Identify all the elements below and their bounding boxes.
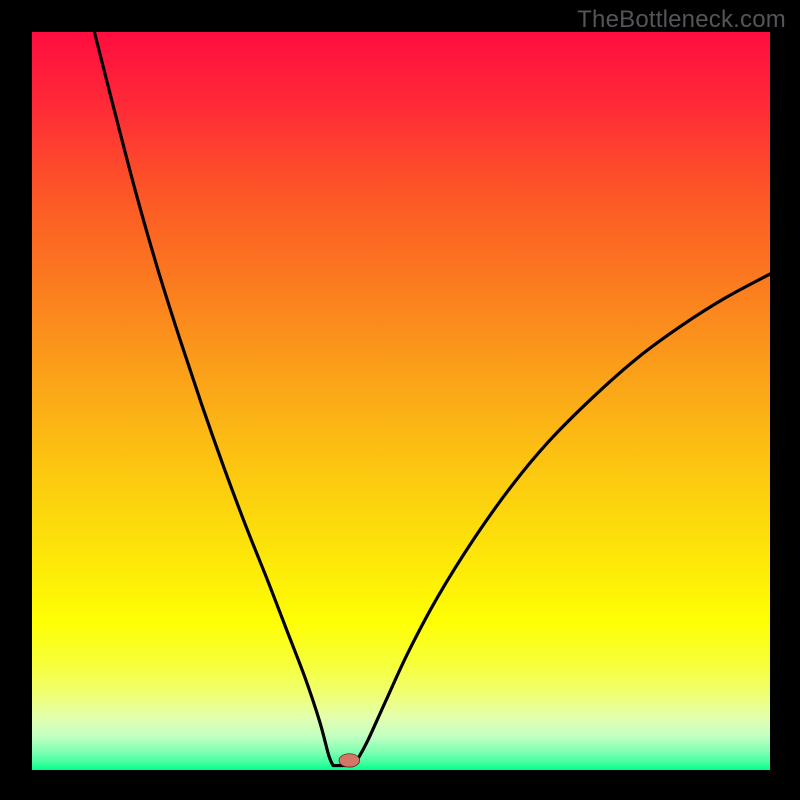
plot-gradient-background bbox=[32, 32, 770, 770]
optimal-point-marker bbox=[339, 754, 360, 767]
bottleneck-chart bbox=[0, 0, 800, 800]
chart-container: TheBottleneck.com bbox=[0, 0, 800, 800]
